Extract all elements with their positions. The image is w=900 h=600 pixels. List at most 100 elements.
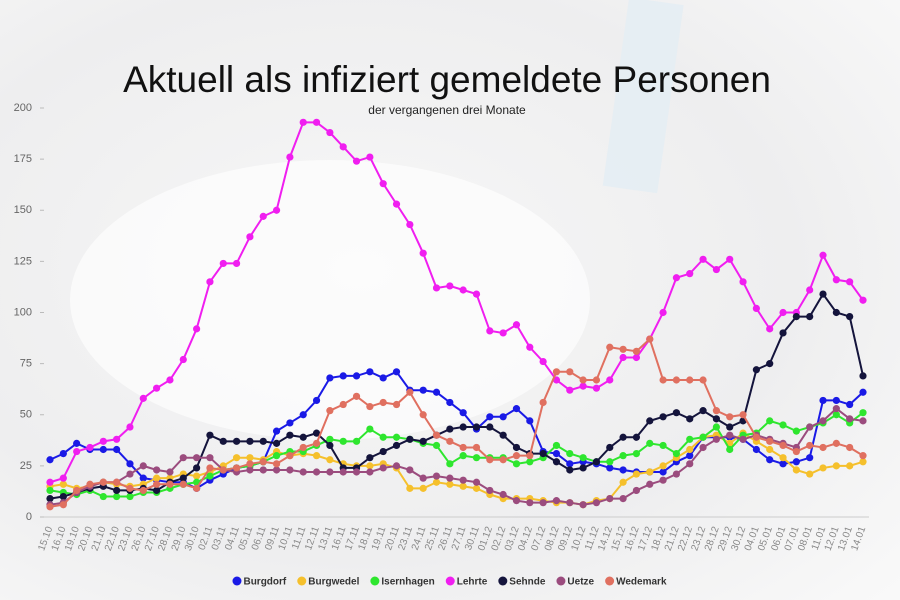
point xyxy=(126,484,134,492)
point xyxy=(419,386,427,394)
point xyxy=(272,452,281,460)
point xyxy=(406,388,414,396)
point xyxy=(113,486,121,495)
point xyxy=(539,357,547,366)
point xyxy=(232,454,241,462)
point xyxy=(592,384,601,392)
point xyxy=(632,433,641,441)
y-tick-label: 50 xyxy=(20,409,32,421)
point xyxy=(459,286,467,294)
point xyxy=(366,402,374,411)
point xyxy=(246,460,254,468)
point xyxy=(113,492,121,501)
point xyxy=(619,466,627,474)
point xyxy=(819,417,827,425)
point xyxy=(726,413,734,421)
point xyxy=(632,347,641,355)
y-tick-label: 175 xyxy=(14,153,32,165)
point xyxy=(232,259,241,268)
point xyxy=(659,376,667,384)
legend-marker xyxy=(498,576,508,586)
point xyxy=(193,484,201,492)
point xyxy=(512,452,521,460)
point xyxy=(419,484,427,492)
point xyxy=(592,376,601,384)
legend-label: Sehnde xyxy=(509,577,546,588)
point xyxy=(712,435,720,443)
y-tick-label: 25 xyxy=(20,460,32,472)
point xyxy=(312,118,321,126)
point xyxy=(832,462,840,470)
point xyxy=(552,441,561,450)
point xyxy=(432,478,441,486)
point xyxy=(446,437,454,445)
point xyxy=(419,411,427,419)
point xyxy=(806,423,814,431)
legend-label: Uetze xyxy=(567,577,594,588)
point xyxy=(819,396,827,405)
point xyxy=(379,433,387,441)
legend-marker xyxy=(232,576,242,586)
point xyxy=(486,486,494,495)
point xyxy=(779,421,787,429)
point xyxy=(846,443,854,452)
point xyxy=(59,492,67,501)
point xyxy=(806,286,814,294)
point xyxy=(312,396,321,405)
point xyxy=(472,478,481,486)
point xyxy=(766,325,774,333)
point xyxy=(392,433,401,441)
point xyxy=(659,308,667,317)
point xyxy=(366,368,374,376)
point xyxy=(312,439,321,447)
point xyxy=(686,415,694,423)
point xyxy=(326,468,334,476)
point xyxy=(459,452,467,460)
point xyxy=(832,396,840,405)
point xyxy=(432,284,441,292)
point xyxy=(352,157,361,165)
point xyxy=(246,437,254,445)
point xyxy=(59,501,67,509)
point xyxy=(113,445,121,454)
point xyxy=(712,265,720,274)
y-tick-label: 0 xyxy=(26,511,32,523)
point xyxy=(259,437,267,445)
point xyxy=(472,454,481,462)
y-tick-label: 100 xyxy=(14,306,32,318)
legend-marker xyxy=(297,576,307,586)
point xyxy=(526,452,534,460)
legend-item: Uetze xyxy=(556,576,595,588)
point xyxy=(379,398,387,407)
point xyxy=(99,437,107,445)
point xyxy=(606,464,614,472)
point xyxy=(619,494,627,503)
point xyxy=(272,439,281,447)
point xyxy=(392,200,401,208)
point xyxy=(566,499,574,507)
point xyxy=(552,497,561,505)
point xyxy=(632,486,641,495)
point xyxy=(566,368,574,376)
point xyxy=(846,462,854,470)
legend-item: Isernhagen xyxy=(370,576,435,588)
point xyxy=(846,400,854,409)
point xyxy=(686,270,694,278)
point xyxy=(766,417,774,425)
point xyxy=(792,458,800,466)
point xyxy=(619,452,627,460)
point xyxy=(419,249,427,257)
point xyxy=(659,476,667,484)
point xyxy=(832,405,840,413)
point xyxy=(472,290,481,298)
point xyxy=(126,492,134,501)
point xyxy=(379,374,387,382)
point xyxy=(766,360,774,368)
point xyxy=(339,437,347,445)
point xyxy=(179,474,187,482)
point xyxy=(286,466,294,474)
point xyxy=(752,366,760,374)
point xyxy=(366,468,374,476)
point xyxy=(326,435,334,443)
